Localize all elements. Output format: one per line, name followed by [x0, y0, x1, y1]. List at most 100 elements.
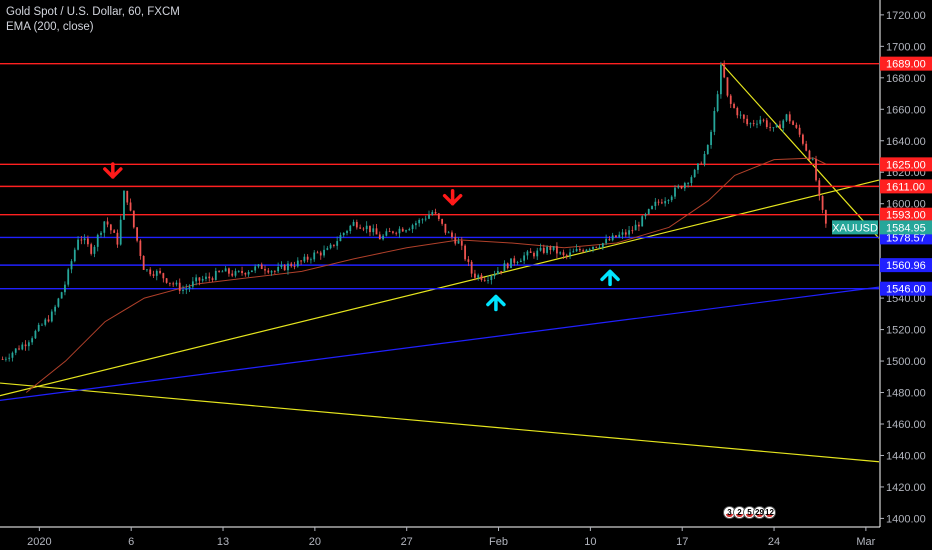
candle-body	[346, 231, 348, 233]
candle-body	[142, 255, 145, 270]
candle-body	[60, 292, 63, 299]
candle-body	[228, 268, 230, 274]
candle-body	[490, 276, 493, 280]
candle-body	[152, 274, 155, 276]
symbol-title[interactable]: Gold Spot / U.S. Dollar, 60, FXCM	[6, 6, 180, 18]
candle-body	[605, 239, 608, 244]
candle-body	[392, 231, 394, 233]
candle-body	[231, 273, 234, 276]
candle-body	[510, 258, 512, 269]
candle-body	[254, 266, 257, 271]
candle-body	[752, 123, 755, 125]
candle-body	[595, 246, 598, 248]
candle-body	[647, 209, 650, 215]
candle-body	[769, 126, 772, 128]
candle-body	[634, 224, 637, 231]
candle-body	[283, 265, 286, 271]
price-tick-label: 1660.00	[886, 104, 926, 116]
price-tick-label: 1680.00	[886, 73, 926, 85]
candle-body	[779, 124, 781, 129]
candle-body	[697, 163, 699, 170]
candle-body	[588, 249, 591, 250]
candle-body	[569, 252, 571, 256]
candle-body	[224, 268, 227, 272]
candle-body	[319, 252, 322, 256]
candle-body	[487, 279, 489, 281]
time-tick-label: 20	[309, 536, 321, 548]
candle-body	[644, 214, 647, 217]
candle-body	[683, 183, 686, 189]
candle-body	[18, 348, 20, 350]
candle-body	[185, 288, 188, 290]
candle-body	[306, 256, 309, 260]
candle-body	[237, 270, 240, 272]
candle-body	[195, 277, 198, 282]
candle-body	[329, 244, 332, 249]
candle-body	[326, 248, 329, 250]
candle-body	[703, 153, 706, 165]
candle-body	[506, 263, 509, 269]
candle-body	[687, 183, 690, 184]
candle-body	[83, 238, 86, 241]
candle-body	[418, 219, 421, 224]
candle-body	[132, 210, 135, 228]
candle-body	[578, 248, 581, 251]
price-tick-label: 1700.00	[886, 41, 926, 53]
candle-body	[421, 219, 424, 221]
candle-body	[349, 225, 352, 232]
candle-body	[96, 234, 99, 247]
candle-body	[382, 235, 384, 240]
candle-body	[431, 212, 434, 215]
price-tick-label: 1520.00	[886, 325, 926, 337]
candle-body	[500, 270, 503, 272]
candle-body	[247, 271, 250, 275]
candle-body	[713, 110, 716, 132]
candle-body	[608, 239, 611, 241]
event-flag-icon[interactable]: 29	[753, 506, 766, 519]
candle-body	[660, 202, 663, 204]
candle-body	[529, 251, 532, 253]
candle-body	[27, 342, 30, 347]
candle-body	[280, 265, 283, 268]
symbol-tag-label: XAUUSD	[832, 222, 878, 234]
time-tick-label: 13	[217, 536, 229, 548]
candle-body	[693, 169, 696, 178]
candle-body	[585, 249, 588, 252]
price-tick-label: 1640.00	[886, 136, 926, 148]
candle-body	[37, 324, 40, 331]
candle-body	[310, 259, 312, 261]
candle-body	[188, 286, 191, 289]
trendlines-layer	[0, 63, 880, 463]
candle-body	[680, 186, 683, 189]
candle-body	[77, 239, 79, 250]
candle-body	[483, 279, 486, 281]
candle-body	[355, 221, 358, 228]
trendline	[0, 286, 880, 401]
candle-body	[775, 124, 778, 128]
last-price-tag	[880, 220, 932, 235]
candle-body	[80, 239, 83, 241]
candle-body	[24, 344, 27, 347]
indicator-label[interactable]: EMA (200, close)	[6, 21, 94, 33]
candle-body	[290, 263, 293, 267]
event-flag-icon[interactable]: 12	[763, 506, 776, 519]
candle-body	[378, 234, 381, 240]
candle-body	[116, 232, 119, 245]
price-axis[interactable]: 1720.001700.001680.001660.001640.001620.…	[879, 0, 932, 550]
candle-body	[336, 241, 339, 246]
candle-body	[457, 240, 460, 244]
candle-body	[519, 260, 522, 263]
time-axis[interactable]: 20206132027Feb101724Mar91	[0, 526, 932, 548]
level-price-tag-label: 1546.00	[886, 284, 926, 296]
candle-body	[798, 127, 801, 135]
candle-body	[592, 246, 594, 250]
event-count: 2	[737, 508, 742, 517]
candle-body	[437, 213, 440, 219]
candle-body	[369, 225, 371, 233]
candle-body	[742, 114, 745, 119]
time-tick-label: 24	[768, 536, 780, 548]
event-flag-icon[interactable]: 5	[743, 506, 756, 519]
candle-body	[241, 270, 243, 274]
